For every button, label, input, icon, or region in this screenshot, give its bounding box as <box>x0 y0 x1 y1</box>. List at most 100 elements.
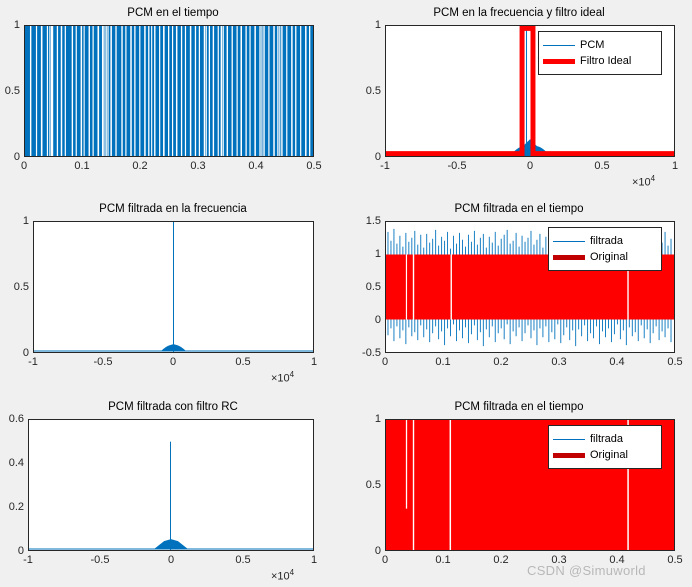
subplot-pcm-filtered-frequency: PCM filtrada en la frecuencia 1 0.5 0 -1… <box>0 196 346 392</box>
y-tick-label: 0 <box>17 545 24 557</box>
x-tick-label: 0.5 <box>667 356 683 368</box>
pcm-pulse-gaps <box>29 26 311 156</box>
x-tick-label: 0.4 <box>248 160 264 172</box>
subplot-title: PCM filtrada en el tiempo <box>454 401 584 413</box>
legend-entry: filtrada <box>553 235 656 248</box>
x-tick-label: 0.4 <box>609 554 625 566</box>
y-tick-label: 1 <box>22 215 29 227</box>
rc-dc-impulse <box>170 441 171 550</box>
subplot-pcm-filtered-rc: PCM filtrada con filtro RC 0.6 0.4 0.2 0… <box>0 392 346 587</box>
subplot-pcm-filtered-time-rc: PCM filtrada en el tiempo filtrada Origi… <box>346 392 692 587</box>
y-tick-label: 0 <box>22 347 29 359</box>
y-tick-label: 0.5 <box>13 281 29 293</box>
csdn-watermark: CSDN @Simuworld <box>527 563 646 578</box>
plot-area <box>28 419 314 551</box>
plot-area <box>33 221 314 353</box>
pcm-dc-impulse <box>526 26 528 156</box>
y-tick-label: 0.5 <box>365 281 381 293</box>
legend-line-swatch-icon <box>543 44 575 46</box>
x-tick-label: -1 <box>28 356 38 368</box>
x-tick-label: 0.1 <box>435 356 451 368</box>
pcm-spectrum-lobe <box>386 139 674 156</box>
subplot-title: PCM filtrada en el tiempo <box>454 203 584 215</box>
legend-line-swatch-icon <box>553 452 585 458</box>
plot-legend[interactable]: filtrada Original <box>548 227 662 271</box>
subplot-pcm-frequency-ideal-filter: PCM en la frecuencia y filtro ideal PCM … <box>346 0 692 196</box>
x-tick-label: 0 <box>381 356 389 368</box>
plot-area <box>24 25 314 157</box>
x-tick-label: 0 <box>167 554 175 566</box>
exponent-power: 4 <box>650 174 656 183</box>
legend-entry-label: Filtro Ideal <box>580 55 632 67</box>
x-tick-label: 0.3 <box>190 160 206 172</box>
x-tick-label: 0 <box>20 160 28 172</box>
legend-entry-label: filtrada <box>590 235 624 247</box>
plot-canvas <box>34 222 313 352</box>
exponent-power: 4 <box>289 568 295 577</box>
x-tick-label: 0.2 <box>493 356 509 368</box>
x-axis-exponent-label: ×104 <box>271 568 294 583</box>
subplot-title: PCM filtrada en la frecuencia <box>99 203 247 215</box>
legend-entry: Original <box>553 251 656 264</box>
legend-entry: Original <box>553 449 656 462</box>
y-tick-label: 0 <box>374 545 381 557</box>
y-tick-label: 0.6 <box>8 413 24 425</box>
legend-entry-label: Original <box>590 251 628 263</box>
y-tick-label: 0.5 <box>4 85 20 97</box>
plot-canvas <box>386 26 674 156</box>
subplot-title: PCM en el tiempo <box>127 7 219 19</box>
subplot-pcm-time: PCM en el tiempo <box>0 0 346 196</box>
x-axis-exponent-label: ×104 <box>632 174 655 189</box>
x-tick-label: 0.5 <box>594 160 610 172</box>
x-tick-label: 0.4 <box>609 356 625 368</box>
original-signal-gaps <box>405 420 629 550</box>
x-tick-label: 0.1 <box>74 160 90 172</box>
legend-entry: Filtro Ideal <box>543 55 656 68</box>
subplot-title: PCM en la frecuencia y filtro ideal <box>433 7 605 19</box>
x-tick-label: 0.5 <box>235 554 251 566</box>
legend-entry: filtrada <box>553 433 656 446</box>
x-tick-label: 1 <box>310 356 318 368</box>
y-tick-label: 0.2 <box>8 501 24 513</box>
x-tick-label: 0 <box>169 356 177 368</box>
x-tick-label: -1 <box>380 160 390 172</box>
y-tick-label: -0.5 <box>362 347 381 359</box>
x-tick-label: 0.5 <box>235 356 251 368</box>
legend-line-swatch-icon <box>553 240 585 242</box>
plot-legend[interactable]: PCM Filtro Ideal <box>538 31 662 75</box>
x-axis-exponent-label: ×104 <box>271 370 294 385</box>
x-tick-label: -0.5 <box>90 554 110 566</box>
y-tick-label: 0 <box>374 314 381 326</box>
plot-legend[interactable]: filtrada Original <box>548 425 662 469</box>
exponent-mantissa: ×10 <box>271 570 290 583</box>
y-tick-label: 1 <box>374 413 381 425</box>
exponent-power: 4 <box>289 370 295 379</box>
x-tick-label: 0.2 <box>493 554 509 566</box>
y-tick-label: 0.5 <box>365 85 381 97</box>
subplot-pcm-filtered-time-ideal: PCM filtrada en el tiempo <box>346 196 692 392</box>
y-tick-label: 0 <box>13 151 20 163</box>
x-tick-label: 0.3 <box>551 554 567 566</box>
plot-canvas <box>25 26 313 156</box>
y-tick-label: 0.5 <box>365 479 381 491</box>
filtered-dc-impulse <box>173 222 174 352</box>
x-tick-label: -0.5 <box>93 356 113 368</box>
y-tick-label: 0.4 <box>8 457 24 469</box>
ideal-filter-trace <box>386 26 674 156</box>
y-tick-label: 1.5 <box>365 215 381 227</box>
filtered-undershoot-spikes <box>387 319 672 347</box>
x-tick-label: 0.2 <box>132 160 148 172</box>
x-tick-label: 0.3 <box>551 356 567 368</box>
original-signal-gaps <box>405 254 629 320</box>
legend-entry-label: Original <box>590 449 628 461</box>
x-tick-label: 1 <box>310 554 318 566</box>
y-tick-label: 1 <box>374 248 381 260</box>
x-tick-label: 0.5 <box>667 554 683 566</box>
x-tick-label: 0 <box>381 554 389 566</box>
x-tick-label: 0 <box>526 160 534 172</box>
y-tick-label: 1 <box>374 19 381 31</box>
exponent-mantissa: ×10 <box>632 176 651 189</box>
plot-canvas <box>29 441 313 550</box>
subplot-title: PCM filtrada con filtro RC <box>108 401 238 413</box>
